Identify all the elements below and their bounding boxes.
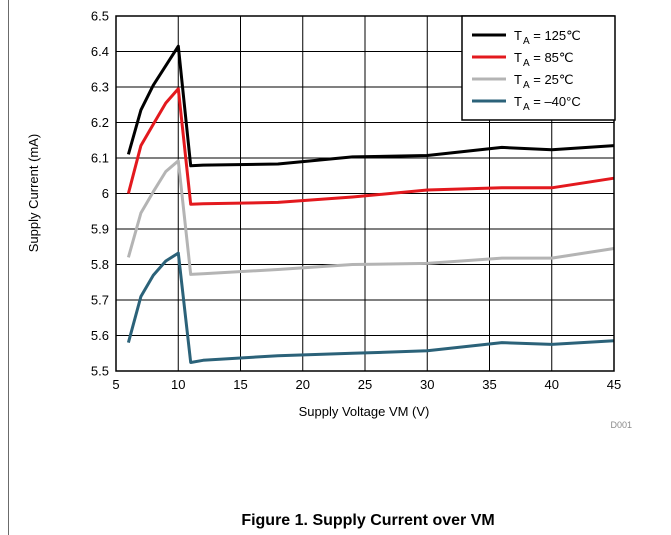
series-line (126, 159, 615, 276)
y-tick-label: 6 (102, 186, 109, 201)
y-tick-label: 5.8 (91, 257, 109, 272)
x-tick-label: 15 (233, 377, 247, 392)
x-tick-label: 20 (296, 377, 310, 392)
y-tick-label: 5.5 (91, 364, 109, 379)
y-tick-label: 6.2 (91, 115, 109, 130)
legend: TA = 125℃ TA = 85℃ TA = 25℃ TA = –40°C (461, 15, 616, 121)
y-tick-label: 6.3 (91, 80, 109, 95)
legend-box (461, 15, 616, 121)
chart-annotation: D001 (610, 420, 632, 430)
x-tick-label: 30 (420, 377, 434, 392)
legend-entry: TA = –40°C (472, 94, 581, 113)
x-tick-label: 10 (171, 377, 185, 392)
x-tick-label: 25 (358, 377, 372, 392)
y-tick-label: 6.4 (91, 44, 109, 59)
tick-labels: 5 10 15 20 25 30 35 40 45 5.5 5.6 5.7 5.8 5.9 6 6.1 6.2 6… (91, 9, 621, 393)
series-layer (126, 44, 615, 364)
series-line (126, 251, 615, 364)
page-left-rule (8, 0, 9, 535)
y-tick-label: 6.1 (91, 151, 109, 166)
legend-label: TA = –40°C (514, 94, 581, 113)
x-axis-label: Supply Voltage VM (V) (299, 404, 430, 419)
legend-label: TA = 125℃ (514, 28, 581, 47)
legend-items: TA = 125℃ TA = 85℃ TA = 25℃ TA = –40°C (472, 28, 581, 113)
legend-entry: TA = 125℃ (472, 28, 581, 47)
legend-entry: TA = 85℃ (472, 50, 574, 69)
y-tick-label: 6.5 (91, 9, 109, 24)
series-3 (126, 251, 615, 364)
y-tick-label: 5.7 (91, 293, 109, 308)
legend-entry: TA = 25℃ (472, 72, 574, 91)
series-line (126, 44, 615, 168)
x-tick-label: 45 (607, 377, 621, 392)
x-tick-label: 35 (482, 377, 496, 392)
x-tick-label: 40 (545, 377, 559, 392)
series-2 (126, 159, 615, 276)
y-tick-label: 5.9 (91, 222, 109, 237)
x-tick-label: 5 (112, 377, 119, 392)
series-0 (126, 44, 615, 168)
figure-caption: Figure 1. Supply Current over VM (241, 512, 494, 529)
series-line (126, 87, 615, 206)
legend-label: TA = 25℃ (514, 72, 574, 91)
y-tick-label: 5.6 (91, 328, 109, 343)
series-1 (126, 87, 615, 206)
legend-label: TA = 85℃ (514, 50, 574, 69)
y-axis-label: Supply Current (mA) (26, 134, 41, 252)
plot-border (115, 15, 615, 372)
